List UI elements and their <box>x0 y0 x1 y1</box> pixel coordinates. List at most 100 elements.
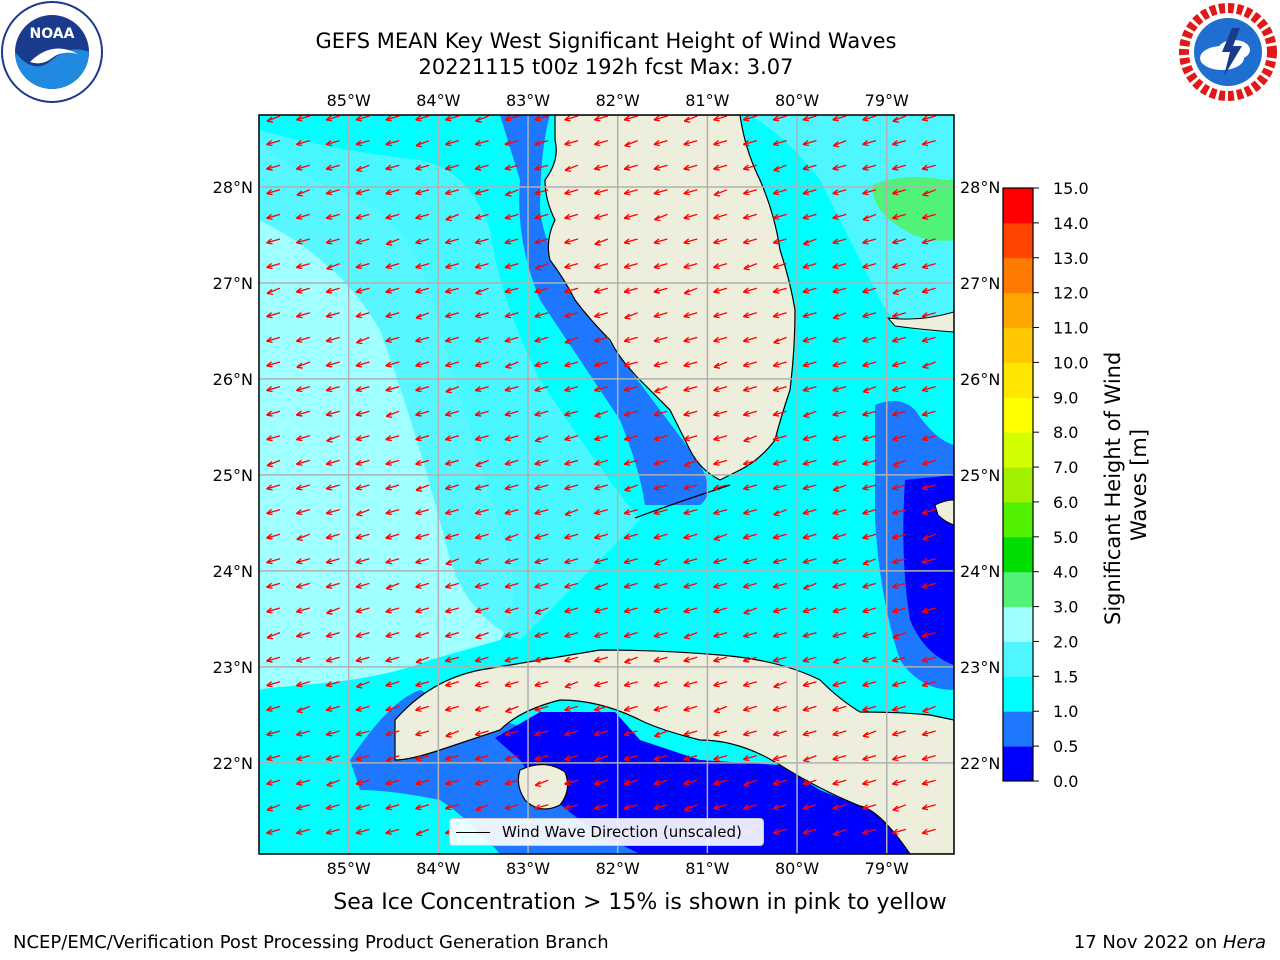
wind-arrow <box>325 508 340 516</box>
wind-arrow <box>862 656 877 663</box>
colorbar-segment-8 <box>1003 467 1033 503</box>
wind-arrow <box>832 262 847 270</box>
wind-arrow <box>683 656 698 663</box>
wind-arrow <box>921 410 936 417</box>
wind-arrow <box>742 508 757 516</box>
wind-arrow <box>564 312 579 319</box>
wind-arrow <box>474 139 489 147</box>
wind-arrow <box>594 238 609 246</box>
wind-arrow <box>922 361 936 369</box>
wind-arrow <box>266 730 281 737</box>
wind-arrow <box>832 508 847 516</box>
wind-arrow <box>713 582 728 589</box>
wind-arrow <box>504 115 519 122</box>
wind-arrow <box>266 238 281 245</box>
wind-arrow <box>832 189 847 196</box>
wind-arrow <box>266 582 281 589</box>
wind-arrow <box>564 459 579 466</box>
wind-arrow <box>891 705 906 712</box>
wind-arrow <box>593 435 608 442</box>
noaa-logo-text: NOAA <box>30 26 75 42</box>
wind-arrow <box>534 804 549 811</box>
wind-arrow <box>773 164 787 173</box>
wind-arrow <box>802 238 817 246</box>
wind-arrow <box>534 312 549 319</box>
wind-arrow <box>862 484 877 491</box>
colorbar-segment-2 <box>1003 676 1033 712</box>
wind-arrow <box>355 459 370 466</box>
wind-arrow <box>266 164 281 171</box>
wind-arrow <box>683 115 698 123</box>
wind-arrow <box>891 385 906 393</box>
wind-arrow <box>266 410 281 417</box>
colorbar-segment-0 <box>1003 746 1033 782</box>
wind-arrow <box>742 656 757 663</box>
wind-arrow <box>504 164 519 171</box>
wind-arrow <box>534 287 549 294</box>
wind-arrow <box>474 336 489 343</box>
wind-arrow <box>355 681 370 689</box>
wind-arrow <box>415 238 430 245</box>
wind-arrow <box>444 631 459 639</box>
wind-arrow <box>266 484 281 491</box>
wind-arrow <box>891 435 906 442</box>
wind-arrow <box>772 262 787 270</box>
wind-arrow <box>683 779 698 786</box>
latitude-labels-left: 22°N 23°N 24°N 25°N 26°N 27°N 28°N <box>213 178 253 773</box>
wind-arrow <box>862 189 877 196</box>
wind-arrow <box>474 435 489 442</box>
lon-label-top: 84°W <box>416 91 460 110</box>
wind-arrow <box>266 656 281 663</box>
wind-arrow <box>504 705 519 714</box>
wind-arrow <box>474 385 489 393</box>
wind-arrow <box>593 508 608 516</box>
wind-arrow <box>444 361 459 368</box>
colorbar-tick-label: 7.0 <box>1053 458 1078 477</box>
wind-arrow <box>474 558 489 565</box>
wind-arrow <box>683 607 698 614</box>
wind-arrow <box>385 385 400 393</box>
map-gridlines <box>259 115 954 854</box>
wind-arrow <box>653 361 668 368</box>
wind-arrow <box>325 336 340 343</box>
wind-arrow <box>415 139 430 148</box>
colorbar-tick-label: 1.5 <box>1053 667 1078 686</box>
wind-arrow <box>325 361 340 368</box>
wind-arrow <box>444 779 459 786</box>
wind-arrow <box>474 361 489 368</box>
wind-arrow <box>862 582 877 589</box>
wind-arrow <box>862 115 877 122</box>
wind-arrow <box>593 312 608 319</box>
wind-arrow <box>862 139 877 147</box>
wind-arrow <box>415 410 430 417</box>
wind-arrow <box>504 804 519 811</box>
lon-label-top: 79°W <box>865 91 909 110</box>
wind-arrow <box>772 558 787 565</box>
wind-arrow <box>772 385 787 393</box>
wind-arrow <box>683 631 698 640</box>
wind-arrow <box>385 262 400 270</box>
wind-arrow <box>623 804 638 811</box>
wind-arrow <box>742 681 757 688</box>
colorbar-tick-label: 4.0 <box>1053 563 1078 582</box>
wind-arrow <box>564 508 579 517</box>
wind-arrow <box>832 533 847 540</box>
wind-arrow <box>683 804 698 812</box>
wind-arrow <box>593 533 608 540</box>
wind-arrow <box>266 361 281 368</box>
wind-arrow <box>475 115 489 123</box>
wind-arrow <box>593 730 608 737</box>
wind-arrow <box>593 705 608 712</box>
colorbar-tick-label: 9.0 <box>1053 388 1078 407</box>
wind-arrow <box>593 115 608 122</box>
wind-arrow <box>802 607 817 614</box>
land-cuba <box>394 649 954 854</box>
wind-arrow <box>564 262 579 270</box>
wind-arrow <box>772 705 787 712</box>
wind-arrow <box>385 754 400 763</box>
legend-line-sample <box>456 832 490 833</box>
wind-arrow <box>653 631 668 639</box>
wind-arrow <box>593 189 608 196</box>
wind-arrow <box>504 287 519 294</box>
wind-arrow <box>623 681 638 688</box>
